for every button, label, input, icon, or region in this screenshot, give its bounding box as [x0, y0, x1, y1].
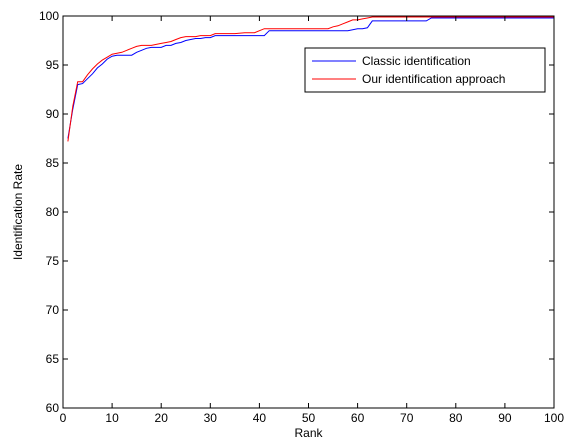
- legend-label-2: Our identification approach: [362, 72, 505, 86]
- y-axis: 60 65 70 75 80 85 90 95 100: [39, 9, 554, 415]
- y-tick-label: 100: [39, 9, 59, 23]
- x-tick-label: 50: [302, 411, 316, 425]
- x-tick-label: 40: [253, 411, 267, 425]
- y-tick-label: 85: [46, 156, 60, 170]
- legend-box: [304, 47, 546, 93]
- series-line-2: [67, 16, 554, 142]
- x-axis-label: Rank: [294, 426, 323, 440]
- x-tick-label: 20: [155, 411, 169, 425]
- y-axis-label: Identification Rate: [11, 164, 25, 260]
- y-tick-label: 60: [46, 401, 60, 415]
- y-tick-label: 95: [46, 58, 60, 72]
- y-tick-label: 65: [46, 352, 60, 366]
- x-tick-label: 80: [449, 411, 463, 425]
- x-tick-label: 60: [351, 411, 365, 425]
- series-layer: [67, 16, 554, 142]
- legend: Classic identification Our identification…: [304, 47, 546, 93]
- legend-label-1: Classic identification: [362, 54, 471, 68]
- x-tick-label: 90: [498, 411, 512, 425]
- x-tick-label: 70: [400, 411, 414, 425]
- y-tick-label: 90: [46, 107, 60, 121]
- series-line-1: [67, 17, 554, 139]
- x-axis: 0 10 20 30 40 50 60 70 80 90 100: [60, 16, 564, 425]
- x-tick-label: 30: [204, 411, 218, 425]
- x-tick-label: 10: [105, 411, 119, 425]
- y-tick-label: 70: [46, 303, 60, 317]
- y-tick-label: 80: [46, 205, 60, 219]
- x-tick-label: 100: [544, 411, 564, 425]
- y-tick-label: 75: [46, 254, 60, 268]
- x-tick-label: 0: [60, 411, 67, 425]
